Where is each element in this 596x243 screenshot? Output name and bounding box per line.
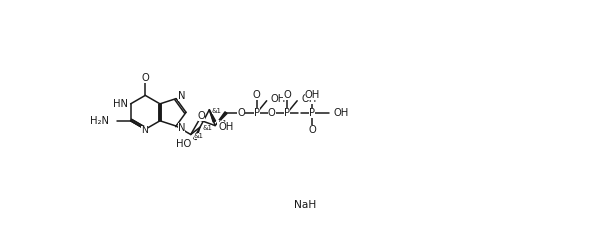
Polygon shape <box>209 110 216 122</box>
Text: O: O <box>283 90 291 100</box>
Text: HO: HO <box>176 139 191 149</box>
Text: OH: OH <box>301 94 316 104</box>
Polygon shape <box>215 112 227 126</box>
Text: P: P <box>284 108 290 118</box>
Text: O: O <box>237 108 245 118</box>
Text: HN: HN <box>113 99 128 109</box>
Text: &1: &1 <box>203 125 212 131</box>
Text: O: O <box>198 111 206 121</box>
Text: OH: OH <box>305 90 320 100</box>
Text: O: O <box>309 125 316 135</box>
Text: &1: &1 <box>218 120 228 126</box>
Text: P: P <box>309 108 315 118</box>
Text: OH: OH <box>333 108 349 118</box>
Text: &1: &1 <box>212 108 222 114</box>
Text: P: P <box>253 108 259 118</box>
Text: O: O <box>253 90 260 100</box>
Text: N: N <box>178 91 185 101</box>
Text: NaH: NaH <box>294 200 316 210</box>
Text: OH: OH <box>271 94 285 104</box>
Text: N: N <box>178 122 185 133</box>
Text: OH: OH <box>218 122 234 132</box>
Text: H₂N: H₂N <box>90 116 109 126</box>
Text: O: O <box>268 108 275 118</box>
Text: O: O <box>141 73 149 83</box>
Text: N: N <box>141 126 148 135</box>
Polygon shape <box>194 127 200 139</box>
Text: &1: &1 <box>194 133 204 139</box>
